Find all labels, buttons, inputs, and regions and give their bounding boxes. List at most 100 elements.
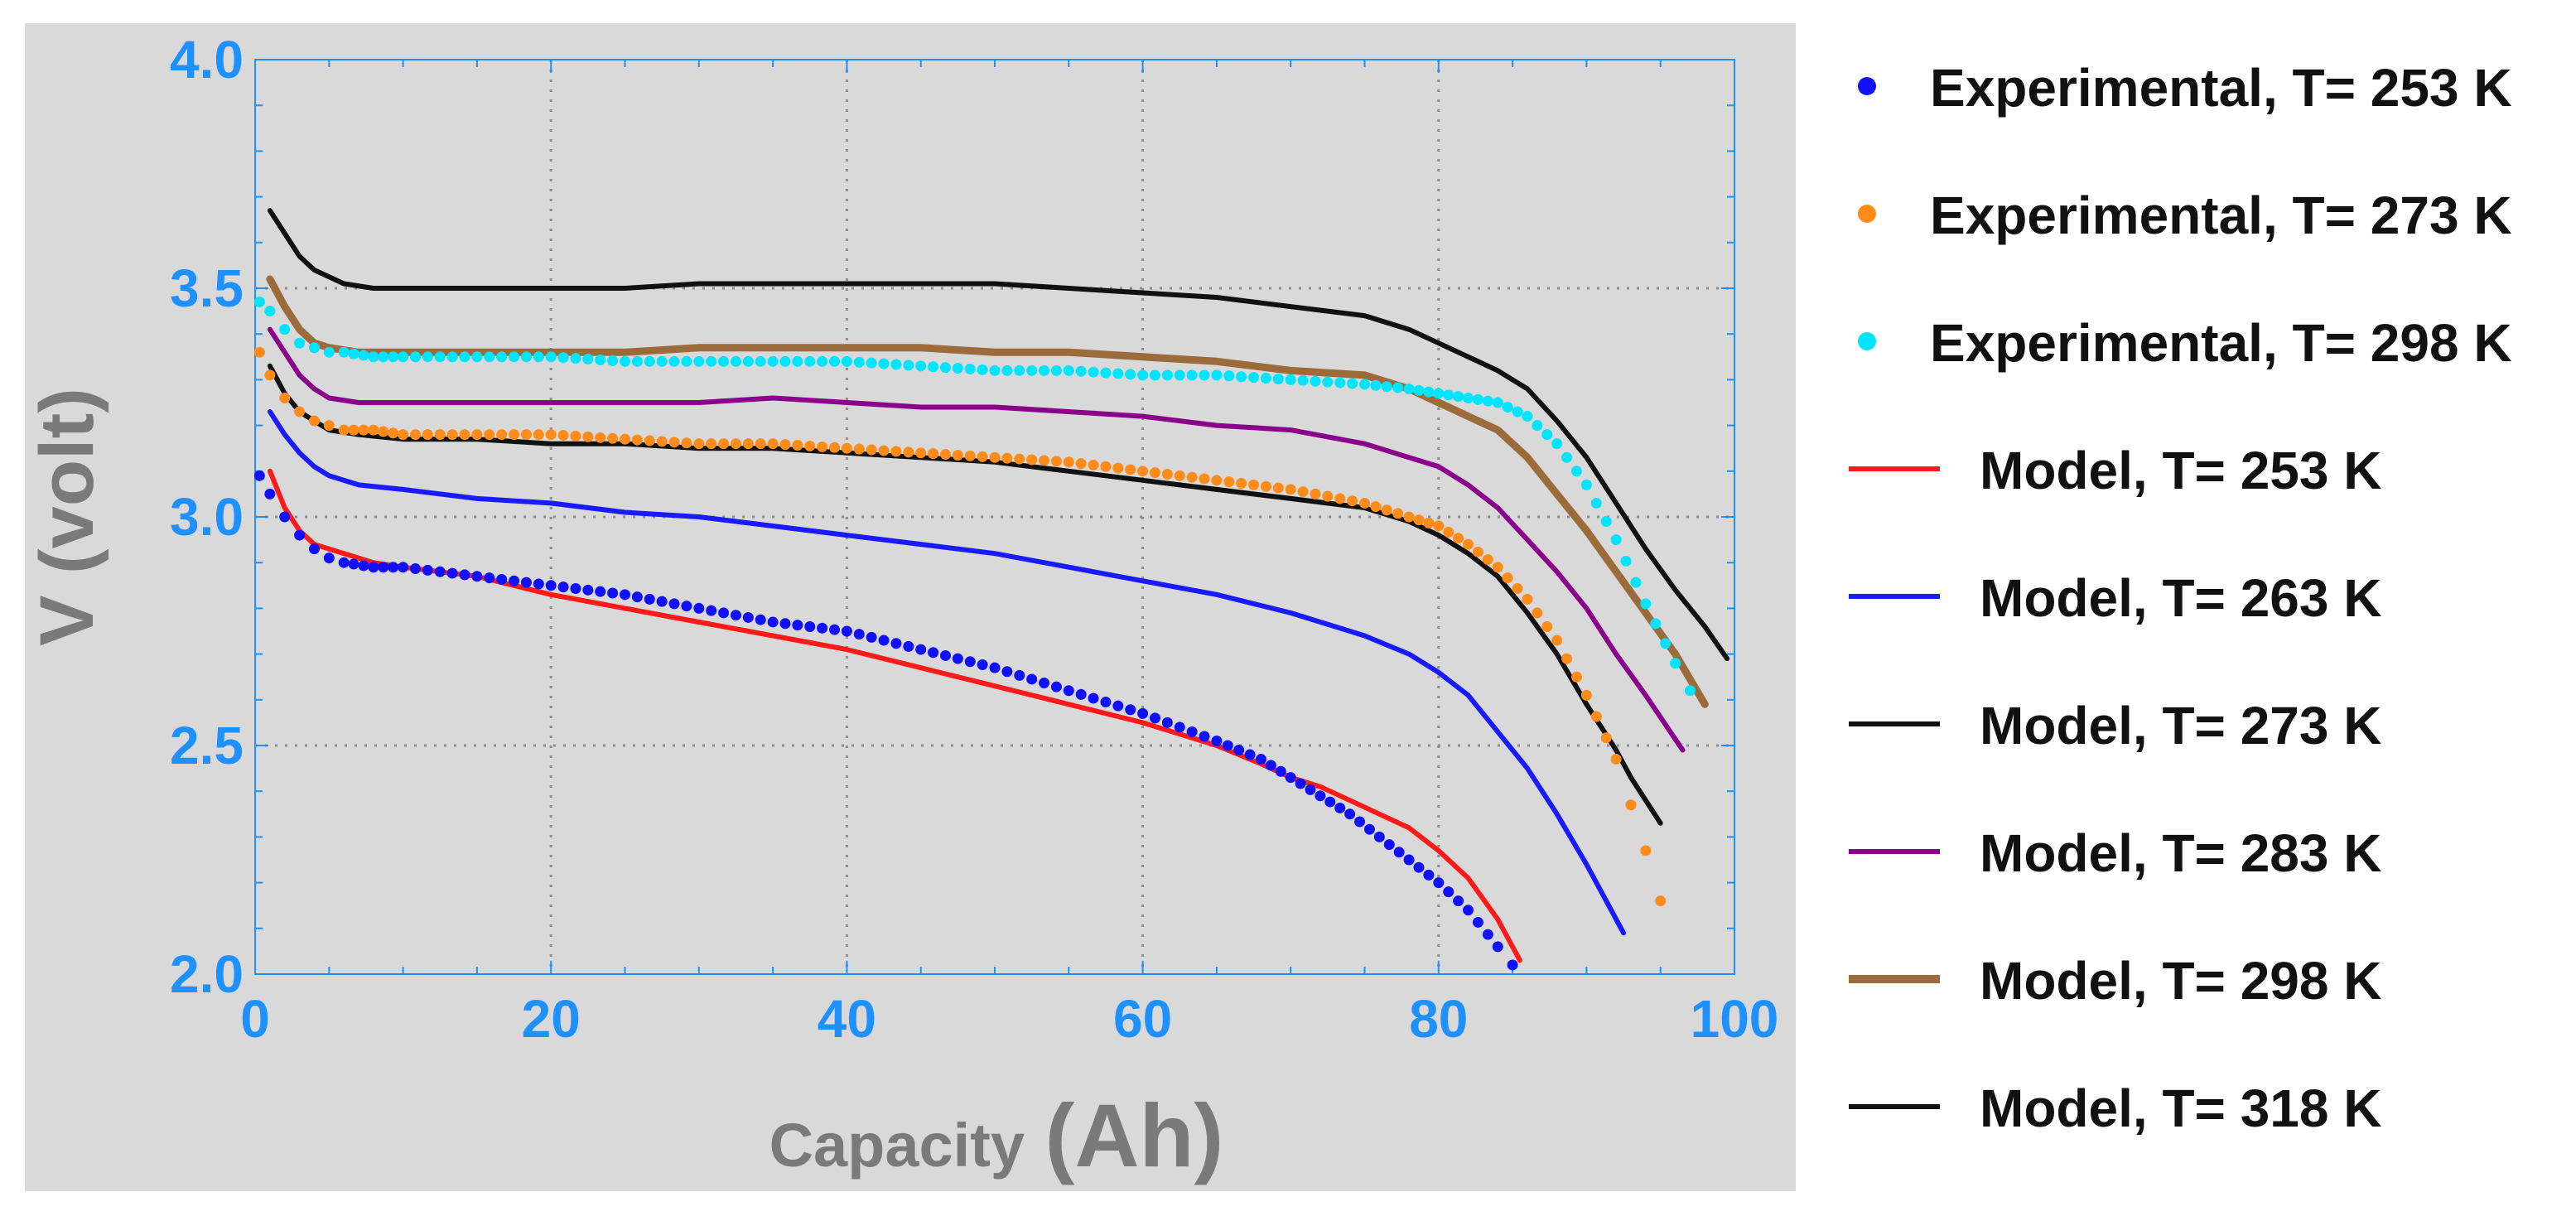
x-tick-label: 20 [522, 989, 581, 1049]
data-point [398, 429, 409, 441]
data-point [730, 610, 741, 621]
data-point [1532, 420, 1543, 432]
legend-item-model-t-318-k: Model, T= 318 K [1849, 1078, 2381, 1138]
data-point [1507, 959, 1518, 971]
series-layer [253, 208, 1730, 971]
data-point [484, 572, 495, 584]
data-point [1174, 721, 1185, 733]
data-point [620, 433, 630, 445]
data-point [1310, 488, 1321, 499]
data-point [1285, 772, 1296, 784]
data-point [1001, 452, 1013, 464]
data-point [1370, 379, 1382, 391]
data-point [706, 355, 717, 367]
data-point [264, 369, 276, 381]
data-point [1423, 386, 1435, 398]
data-point [1344, 808, 1356, 820]
y-tick-label: 4.0 [170, 30, 244, 89]
data-point [1088, 692, 1099, 704]
data-point [620, 589, 630, 601]
legend-item-model-t-283-k: Model, T= 283 K [1849, 823, 2381, 883]
data-point [570, 430, 581, 442]
data-point [1050, 456, 1062, 467]
data-point [422, 564, 433, 576]
data-point [545, 429, 557, 441]
data-point [434, 351, 446, 363]
data-point [952, 653, 963, 664]
data-point [422, 429, 433, 441]
data-point [631, 355, 643, 367]
data-point [1112, 462, 1124, 474]
x-tick-label: 80 [1409, 989, 1468, 1049]
data-point [484, 429, 495, 441]
data-point [779, 439, 791, 451]
data-point [718, 355, 730, 367]
data-point [1112, 368, 1124, 379]
data-point [693, 355, 705, 367]
data-point [878, 358, 890, 369]
data-point [1580, 689, 1592, 701]
data-point [1347, 495, 1358, 507]
data-point [631, 591, 643, 603]
data-point [1315, 790, 1326, 802]
data-point [446, 351, 458, 363]
data-point [509, 429, 520, 441]
data-point [409, 563, 421, 575]
data-point [348, 348, 359, 359]
legend-item-model-t-273-k: Model, T= 273 K [1849, 696, 2381, 755]
data-point [1161, 468, 1173, 480]
data-point [1149, 467, 1160, 479]
data-point [767, 616, 779, 628]
data-point [1482, 929, 1493, 940]
data-point [656, 436, 668, 447]
legend-label: Model, T= 273 K [1980, 696, 2381, 755]
data-point [1492, 397, 1503, 408]
data-point [1223, 370, 1235, 382]
data-point [294, 337, 306, 349]
data-point [1463, 392, 1474, 403]
x-axis-title-main: Capacity [769, 1111, 1025, 1180]
data-point [1684, 685, 1696, 697]
x-tick-label: 100 [1691, 989, 1779, 1049]
data-point [1590, 497, 1602, 509]
data-point [595, 354, 606, 365]
data-point [829, 355, 841, 367]
data-point [989, 364, 1001, 376]
data-point [1570, 671, 1582, 683]
data-point [1322, 376, 1334, 388]
data-point [928, 647, 939, 659]
data-point [378, 351, 389, 363]
data-point [434, 429, 446, 441]
y-tick-label: 2.0 [170, 944, 244, 1004]
data-point [718, 607, 730, 619]
data-point [903, 446, 914, 458]
data-point [308, 415, 320, 427]
data-point [409, 429, 421, 441]
data-point [368, 424, 379, 436]
legend-marker [1858, 205, 1876, 223]
data-point [1443, 886, 1454, 898]
tick-labels: 0 20 40 60 80 100 2.0 2.5 3.0 3.5 4.0 [170, 30, 1778, 1049]
data-point [496, 351, 508, 363]
data-point [742, 611, 754, 623]
data-point [1137, 369, 1149, 381]
data-point [545, 351, 557, 363]
data-point [977, 451, 988, 462]
data-point [878, 635, 890, 646]
data-point [1392, 508, 1404, 519]
data-point [1403, 511, 1415, 523]
data-point [1561, 451, 1573, 463]
data-point [1248, 372, 1260, 384]
data-point [804, 620, 816, 632]
data-point [1650, 618, 1662, 630]
data-point [471, 429, 483, 441]
data-point [1088, 366, 1099, 378]
data-point [338, 424, 350, 436]
legend-item-experimental-t-253-k: Experimental, T= 253 K [1858, 58, 2512, 118]
data-point [434, 566, 446, 577]
data-point [1334, 377, 1346, 388]
data-point [1161, 369, 1173, 381]
data-point [644, 355, 655, 367]
data-point [792, 440, 803, 451]
data-point [459, 569, 470, 581]
